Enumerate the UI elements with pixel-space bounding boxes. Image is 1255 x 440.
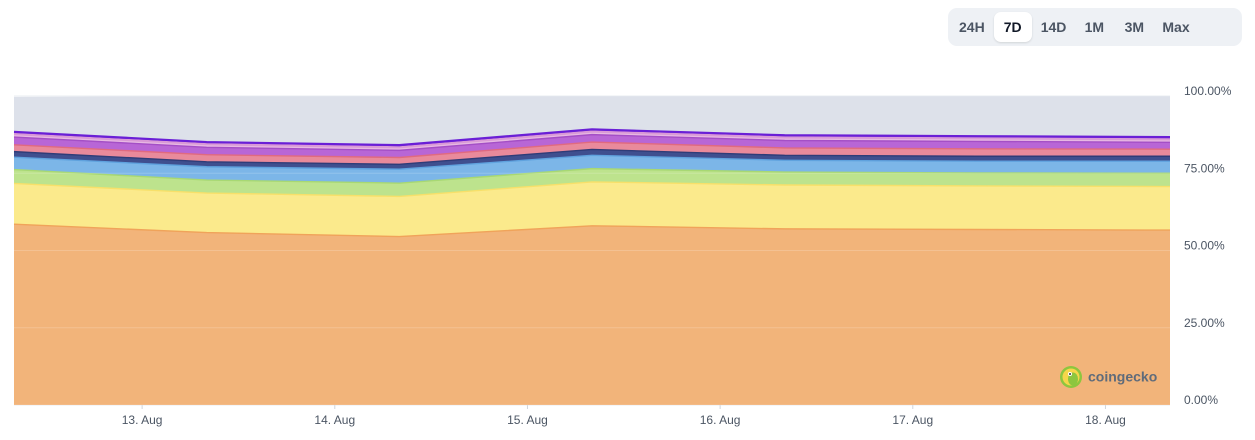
y-tick-label: 75.00% (1184, 161, 1225, 175)
series-area-2 (14, 181, 1170, 237)
series-area-5 (14, 149, 1170, 170)
range-7d-button[interactable]: 7D (993, 12, 1032, 42)
range-1m-button[interactable]: 1M (1075, 12, 1113, 42)
x-axis-ticks: 13. Aug 14. Aug 15. Aug 16. Aug 17. Aug 18. A… (122, 405, 1126, 427)
series-area-7 (14, 134, 1170, 158)
series-line-3 (13, 167, 1171, 184)
series-lines (13, 128, 1171, 238)
y-axis-ticks: 100.00% 75.00% 50.00% 25.00% 0.00% (1184, 84, 1232, 407)
series-line-5 (13, 148, 1170, 165)
series-line-6 (13, 141, 1171, 159)
range-24h-button[interactable]: 24H (952, 12, 992, 42)
y-tick-label: 0.00% (1184, 393, 1218, 407)
series-line-7 (13, 133, 1171, 152)
series-area-3 (14, 168, 1170, 197)
series-line-4 (13, 154, 1170, 170)
time-range-selector: 24H 7D 14D 1M 3M Max (948, 8, 1242, 46)
series-line-2 (13, 181, 1171, 198)
coingecko-watermark: coingecko (1060, 366, 1157, 388)
watermark-text: coingecko (1088, 369, 1157, 385)
y-tick-label: 100.00% (1184, 84, 1232, 98)
x-tick-label: 17. Aug (892, 413, 933, 427)
gecko-logo-icon (1060, 366, 1082, 388)
x-tick-label: 16. Aug (700, 413, 741, 427)
stacked-areas (14, 96, 1170, 405)
series-area-6 (14, 142, 1170, 165)
series-line-9 (13, 128, 1171, 147)
x-tick-label: 18. Aug (1085, 413, 1126, 427)
grid-overlay (14, 95, 1170, 406)
x-tick-label: 15. Aug (507, 413, 548, 427)
y-tick-label: 50.00% (1184, 239, 1225, 253)
series-line-8 (13, 130, 1171, 149)
series-line-1 (13, 223, 1171, 238)
y-tick-label: 25.00% (1184, 316, 1225, 330)
series-area-10 (14, 96, 1170, 146)
series-area-4 (14, 155, 1170, 184)
x-tick-label: 13. Aug (122, 413, 163, 427)
range-max-button[interactable]: Max (1155, 12, 1196, 42)
range-3m-button[interactable]: 3M (1115, 12, 1153, 42)
x-tick-label: 14. Aug (314, 413, 355, 427)
range-14d-button[interactable]: 14D (1034, 12, 1074, 42)
series-area-1 (14, 224, 1170, 405)
